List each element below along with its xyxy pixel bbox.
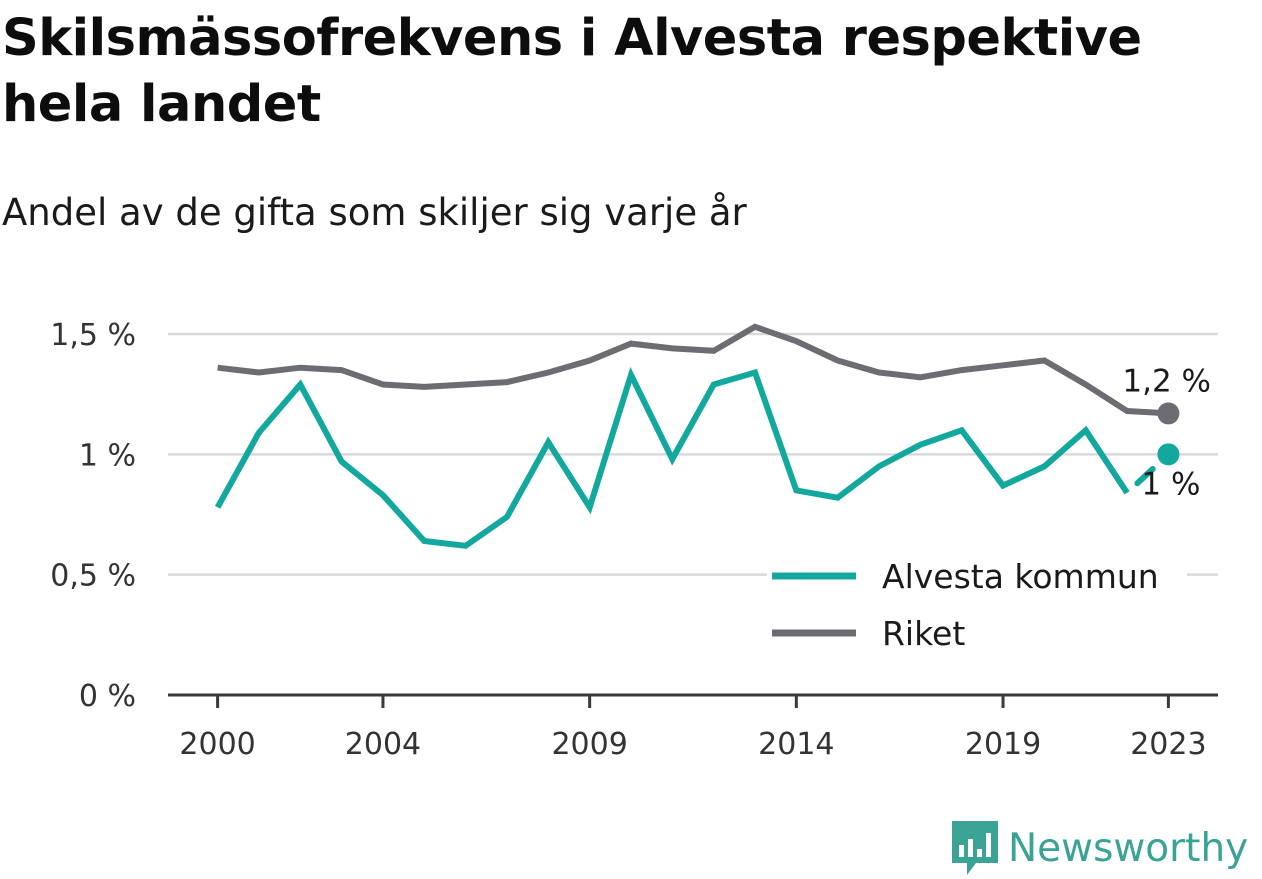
axes: 0 % 0,5 % 1 % 1,5 % 2000 2004 2009 2014 2019 2023 xyxy=(50,318,1218,762)
x-tick-label: 2004 xyxy=(345,727,421,762)
y-tick-label: 1 % xyxy=(79,438,136,473)
series xyxy=(214,323,1180,549)
series-end-point xyxy=(1157,443,1180,466)
y-tick-label: 0,5 % xyxy=(50,559,136,594)
end-labels: 1,2 % 1 % xyxy=(1122,363,1211,502)
legend: Alvesta kommun Riket xyxy=(767,557,1187,653)
series-line xyxy=(217,323,1169,417)
newsworthy-logo-icon xyxy=(952,821,998,875)
x-tick-label: 2023 xyxy=(1130,727,1206,762)
chart-subtitle: Andel av de gifta som skiljer sig varje … xyxy=(2,191,747,234)
series-line-stub xyxy=(1134,465,1156,487)
series-end-point xyxy=(1157,402,1180,425)
y-tick-label: 1,5 % xyxy=(50,318,136,353)
brand-logo: Newsworthy xyxy=(950,818,1248,878)
x-tick-label: 2014 xyxy=(758,727,834,762)
legend-label: Riket xyxy=(882,614,965,653)
legend-label: Alvesta kommun xyxy=(882,557,1159,596)
x-tick-label: 2019 xyxy=(965,727,1041,762)
series-end-label: 1,2 % xyxy=(1122,363,1211,399)
brand-name: Newsworthy xyxy=(1008,825,1249,871)
series-line xyxy=(214,366,1130,549)
x-tick-label: 2000 xyxy=(179,727,255,762)
chart-title: Skilsmässofrekvens i Alvesta respektive … xyxy=(2,9,1142,134)
x-tick-label: 2009 xyxy=(551,727,627,762)
series-end-label: 1 % xyxy=(1141,466,1200,502)
y-tick-label: 0 % xyxy=(79,679,136,714)
